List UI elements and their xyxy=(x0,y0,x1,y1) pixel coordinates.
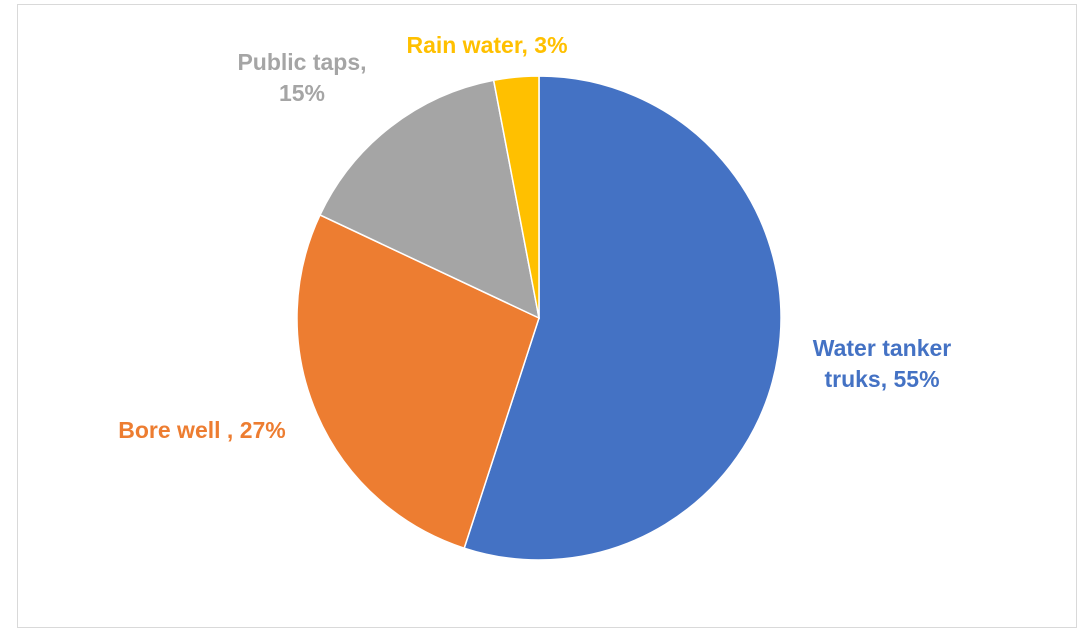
data-label-line: Rain water, 3% xyxy=(406,32,567,58)
data-label-line: 15% xyxy=(279,80,325,106)
pie-slice-water-tanker-truks xyxy=(463,75,782,561)
data-label-bore-well: Bore well , 27% xyxy=(118,417,285,443)
pie-slice-public-taps xyxy=(319,79,541,320)
data-label-public-taps: Public taps, 15% xyxy=(237,49,366,106)
data-label-line: Water tanker xyxy=(813,335,952,361)
data-label-line: Bore well , 27% xyxy=(118,417,285,443)
data-label-line: Public taps, xyxy=(237,49,366,75)
data-label-water-tanker-truks: Water tanker truks, 55% xyxy=(813,335,952,392)
pie-data-labels: Water tanker truks, 55% Bore well , 27% Pub… xyxy=(118,32,951,443)
data-label-rain-water: Rain water, 3% xyxy=(406,32,567,58)
pie-slice-rain-water xyxy=(492,75,540,319)
data-label-line: truks, 55% xyxy=(824,366,939,392)
pie-slice-bore-well xyxy=(296,213,540,550)
pie-slices xyxy=(296,75,782,561)
